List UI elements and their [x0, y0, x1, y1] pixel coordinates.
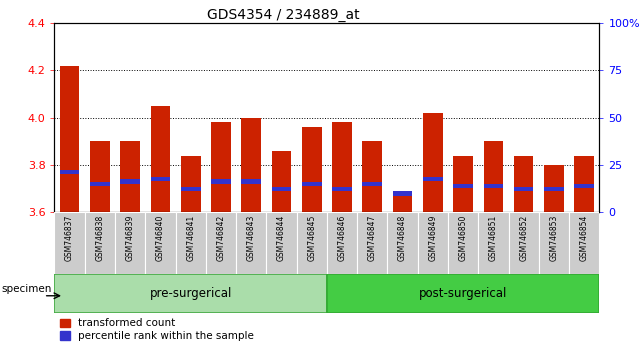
Bar	[181, 187, 201, 191]
FancyBboxPatch shape	[54, 212, 85, 274]
Bar	[302, 182, 322, 186]
Bar	[60, 65, 79, 212]
Bar	[574, 156, 594, 212]
FancyBboxPatch shape	[327, 274, 599, 313]
FancyBboxPatch shape	[508, 212, 539, 274]
Text: GSM746851: GSM746851	[489, 214, 498, 261]
Bar	[242, 118, 261, 212]
FancyBboxPatch shape	[85, 212, 115, 274]
Text: specimen: specimen	[1, 284, 52, 294]
FancyBboxPatch shape	[448, 212, 478, 274]
Text: GSM746844: GSM746844	[277, 214, 286, 261]
Bar	[121, 141, 140, 212]
FancyBboxPatch shape	[176, 212, 206, 274]
Text: GSM746852: GSM746852	[519, 214, 528, 261]
Text: GSM746840: GSM746840	[156, 214, 165, 261]
Bar	[423, 177, 443, 181]
Bar	[242, 179, 261, 184]
Bar	[362, 182, 382, 186]
Text: GSM746842: GSM746842	[217, 214, 226, 261]
Bar	[362, 141, 382, 212]
Text: GSM746847: GSM746847	[368, 214, 377, 261]
Text: GSM746850: GSM746850	[458, 214, 468, 261]
Bar	[60, 170, 79, 174]
Bar	[453, 156, 473, 212]
FancyBboxPatch shape	[297, 212, 327, 274]
Text: pre-surgerical: pre-surgerical	[149, 287, 232, 300]
Bar	[151, 106, 171, 212]
FancyBboxPatch shape	[236, 212, 267, 274]
Bar	[483, 184, 503, 188]
Text: GDS4354 / 234889_at: GDS4354 / 234889_at	[207, 8, 360, 22]
Bar	[544, 187, 564, 191]
Text: GSM746839: GSM746839	[126, 214, 135, 261]
FancyBboxPatch shape	[387, 212, 418, 274]
Bar	[272, 151, 292, 212]
Text: GSM746837: GSM746837	[65, 214, 74, 261]
Text: post-surgerical: post-surgerical	[419, 287, 507, 300]
Bar	[332, 187, 352, 191]
Bar	[393, 191, 412, 196]
FancyBboxPatch shape	[54, 274, 327, 313]
Bar	[514, 187, 533, 191]
FancyBboxPatch shape	[569, 212, 599, 274]
Legend: transformed count, percentile rank within the sample: transformed count, percentile rank withi…	[60, 319, 254, 341]
Bar	[453, 184, 473, 188]
Bar	[272, 187, 292, 191]
Bar	[544, 165, 564, 212]
FancyBboxPatch shape	[146, 212, 176, 274]
Bar	[90, 182, 110, 186]
FancyBboxPatch shape	[478, 212, 508, 274]
Text: GSM746853: GSM746853	[549, 214, 558, 261]
Bar	[211, 179, 231, 184]
Bar	[302, 127, 322, 212]
Text: GSM746838: GSM746838	[96, 214, 104, 261]
FancyBboxPatch shape	[115, 212, 146, 274]
Text: GSM746845: GSM746845	[307, 214, 316, 261]
Text: GSM746849: GSM746849	[428, 214, 437, 261]
Text: GSM746843: GSM746843	[247, 214, 256, 261]
Bar	[121, 179, 140, 184]
FancyBboxPatch shape	[206, 212, 236, 274]
Text: GSM746854: GSM746854	[579, 214, 588, 261]
Bar	[393, 191, 412, 212]
Bar	[332, 122, 352, 212]
Text: GSM746841: GSM746841	[186, 214, 196, 261]
Text: GSM746846: GSM746846	[338, 214, 347, 261]
FancyBboxPatch shape	[418, 212, 448, 274]
Bar	[181, 156, 201, 212]
FancyBboxPatch shape	[327, 212, 357, 274]
Bar	[151, 177, 171, 181]
Bar	[514, 156, 533, 212]
Text: GSM746848: GSM746848	[398, 214, 407, 261]
Bar	[574, 184, 594, 188]
Bar	[483, 141, 503, 212]
FancyBboxPatch shape	[357, 212, 387, 274]
Bar	[211, 122, 231, 212]
Bar	[423, 113, 443, 212]
FancyBboxPatch shape	[539, 212, 569, 274]
Bar	[90, 141, 110, 212]
FancyBboxPatch shape	[267, 212, 297, 274]
